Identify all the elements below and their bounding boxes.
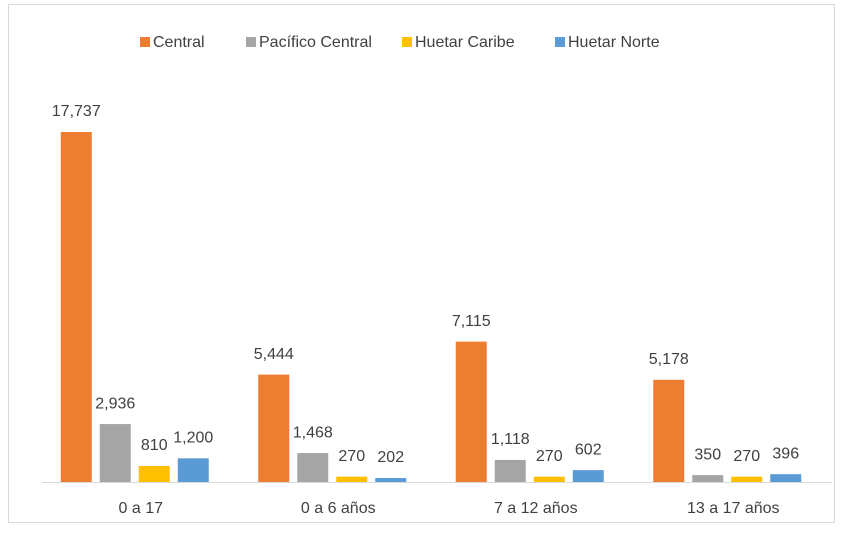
- data-label: 17,737: [52, 103, 101, 120]
- bar: [770, 474, 802, 482]
- x-tick-label: 0 a 6 años: [301, 500, 376, 517]
- data-label: 810: [141, 437, 168, 454]
- bar: [138, 466, 170, 482]
- bar: [533, 476, 565, 482]
- data-label: 270: [733, 448, 760, 465]
- data-label: 270: [338, 448, 365, 465]
- data-label: 5,444: [254, 346, 294, 363]
- x-tick-label: 13 a 17 años: [687, 500, 780, 517]
- data-label: 602: [575, 441, 602, 458]
- bar: [653, 379, 685, 482]
- bar: [572, 470, 604, 482]
- bar: [177, 458, 209, 482]
- data-label: 396: [772, 445, 799, 462]
- x-tick-label: 0 a 17: [119, 500, 164, 517]
- bar: [455, 341, 487, 482]
- data-label: 1,200: [173, 430, 213, 447]
- legend-swatch: [246, 37, 256, 47]
- legend-label: Huetar Caribe: [415, 34, 515, 51]
- bar: [336, 476, 368, 482]
- bar: [258, 374, 290, 482]
- bar: [375, 478, 407, 482]
- bar: [60, 132, 92, 482]
- data-label: 270: [536, 448, 563, 465]
- x-tick-label: 7 a 12 años: [494, 500, 578, 517]
- data-label: 5,178: [649, 351, 689, 368]
- bar: [692, 475, 724, 482]
- data-label: 2,936: [95, 395, 135, 412]
- data-label: 7,115: [452, 313, 491, 330]
- bar: [731, 476, 763, 482]
- legend-swatch: [402, 37, 412, 47]
- legend-label: Huetar Norte: [568, 34, 660, 51]
- bar: [494, 459, 526, 482]
- data-label: 350: [694, 446, 721, 463]
- legend-swatch: [555, 37, 565, 47]
- legend-swatch: [140, 37, 150, 47]
- legend-label: Central: [153, 34, 205, 51]
- data-label: 1,468: [293, 424, 333, 441]
- chart-border: [8, 4, 835, 523]
- data-label: 202: [377, 449, 404, 466]
- legend-label: Pacífico Central: [259, 34, 372, 51]
- data-label: 1,118: [491, 431, 530, 448]
- bar: [99, 424, 131, 482]
- bar: [297, 453, 329, 482]
